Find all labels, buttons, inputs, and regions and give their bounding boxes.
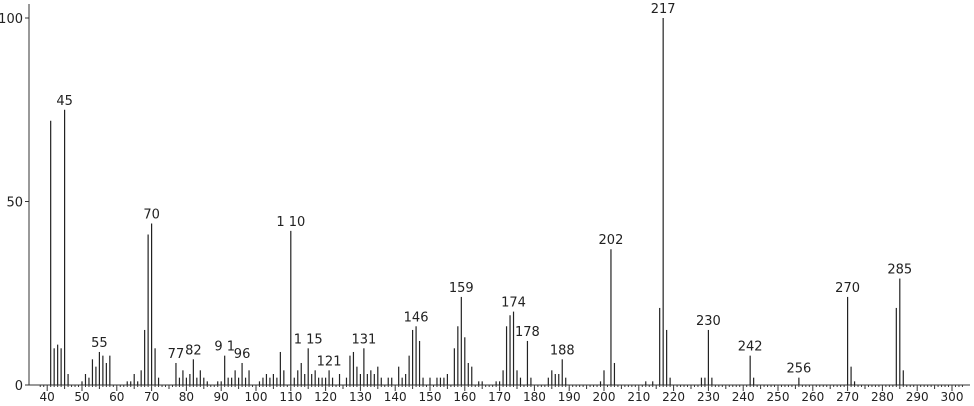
spectrum-peaks [50,18,904,385]
x-tick-label: 160 [453,390,476,404]
y-tick-label: 100 [0,12,23,27]
x-tick-label: 110 [279,390,302,404]
x-tick-label: 300 [941,390,964,404]
peak-label: 1 10 [276,215,305,230]
peak-label: 96 [234,347,251,362]
x-tick-label: 60 [109,390,124,404]
x-tick-label: 210 [627,390,650,404]
peak-label: 9 1 [214,340,235,355]
peak-label: 230 [696,314,721,329]
x-tick-label: 70 [144,390,159,404]
peak-label: 217 [651,2,676,17]
x-tick-label: 250 [767,390,790,404]
x-tick-label: 260 [801,390,824,404]
x-tick-label: 40 [40,390,55,404]
x-tick-label: 280 [871,390,894,404]
peak-label: 256 [786,362,811,377]
peak-label: 178 [515,325,540,340]
peak-label: 285 [887,263,912,278]
x-tick-label: 180 [523,390,546,404]
chart-axes [28,4,970,386]
x-tick-label: 120 [314,390,337,404]
peak-label: 1 15 [294,332,323,347]
x-tick-label: 130 [349,390,372,404]
peak-label: 188 [550,343,575,358]
x-tick-label: 140 [384,390,407,404]
x-tick-label: 90 [214,390,229,404]
x-tick-label: 80 [179,390,194,404]
x-tick-label: 150 [419,390,442,404]
peak-label: 159 [449,281,474,296]
x-tick-label: 230 [697,390,720,404]
peak-label: 270 [835,281,860,296]
peak-label: 82 [185,343,202,358]
x-tick-label: 200 [593,390,616,404]
peak-label: 70 [143,208,160,223]
x-tick-label: 170 [488,390,511,404]
x-axis-ticks: 40 50 60 70 80 90 100 110 120 130 140 150 160 170 180 1… [40,385,964,404]
x-tick-label: 220 [662,390,685,404]
peak-label: 121 [317,354,342,369]
peak-label: 146 [404,310,429,325]
x-tick-label: 50 [74,390,89,404]
x-tick-label: 190 [558,390,581,404]
y-tick-label: 50 [6,196,23,211]
peak-labels: 45 55 70 77 82 9 196 1 10 1 15 121 131 146 159 174 17… [56,2,912,377]
peak-label: 174 [501,296,526,311]
x-tick-label: 100 [245,390,268,404]
x-tick-label: 290 [906,390,929,404]
peak-label: 77 [168,347,185,362]
x-tick-label: 240 [732,390,755,404]
y-tick-label: 0 [15,379,23,394]
peak-label: 131 [351,332,376,347]
peak-label: 55 [91,336,108,351]
x-tick-label: 270 [836,390,859,404]
y-axis-ticks: 0 50 100 [0,12,29,394]
peak-label: 242 [738,340,763,355]
peak-label: 45 [56,94,73,109]
peak-label: 202 [599,233,624,248]
